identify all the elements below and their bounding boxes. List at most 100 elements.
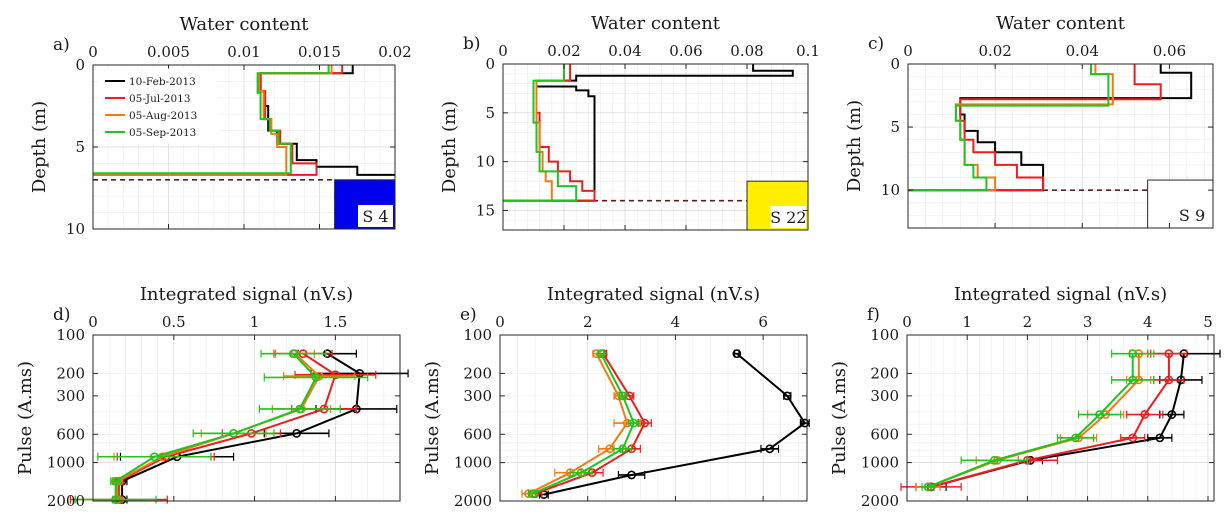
data-point	[292, 428, 301, 438]
data-point	[528, 489, 538, 499]
x-tick-label: 6	[758, 313, 768, 331]
y-tick-label: 200	[463, 364, 492, 382]
series-line	[543, 352, 807, 496]
x-tick-label: 0	[88, 313, 98, 331]
data-point	[765, 444, 775, 454]
series-line	[532, 353, 635, 495]
series-line	[908, 64, 1162, 192]
site-label-bg	[1173, 204, 1211, 226]
y-tick-label: 600	[463, 425, 492, 443]
data-point	[605, 444, 615, 454]
x-tick-label: 0	[498, 42, 508, 60]
series-line	[927, 353, 1134, 488]
panel-label: f)	[867, 305, 880, 325]
x-tick-label: 0.1	[796, 42, 820, 60]
y-tick-label: 1000	[454, 454, 492, 472]
panel-d: 0 0.5 1 1.5 100 200 300 600 1000 2000 Integrated s…	[15, 284, 409, 510]
y-tick-label: 100	[870, 326, 899, 344]
grid	[502, 63, 809, 231]
y-tick-label: 5	[890, 118, 900, 136]
y-tick-label: 300	[870, 387, 899, 405]
y-tick-label: 1000	[47, 454, 85, 472]
data-point	[1128, 375, 1138, 385]
grid	[907, 63, 1213, 229]
x-axis-title: Integrated signal (nV.s)	[954, 284, 1167, 305]
plot-area	[93, 335, 400, 501]
x-tick-label: 0.02	[378, 43, 411, 61]
x-tick-label: 1	[250, 313, 260, 331]
panel-label: b)	[463, 34, 481, 54]
data-point	[923, 482, 933, 492]
y-tick-label: 100	[463, 326, 492, 344]
data-point	[732, 349, 742, 359]
legend-label: 05-Sep-2013	[129, 127, 196, 139]
panel-c: S 9 0 0.02 0.04 0.06 0 5 10 Water content Depth (…	[844, 13, 1214, 229]
data-point	[1128, 433, 1138, 443]
y-tick-label: 300	[56, 387, 85, 405]
x-tick-label: 4	[671, 313, 681, 331]
data-point	[1167, 410, 1177, 419]
x-tick-label: 0.005	[147, 43, 190, 61]
y-tick-label: 5	[485, 104, 495, 122]
data-point	[627, 470, 636, 480]
site-label: S 22	[770, 208, 806, 227]
plot-area	[500, 335, 807, 501]
panel-a: S 4 0 0.005 0.01 0.015 0.02 0 5 10 Water content D…	[29, 14, 412, 238]
x-tick-label: 0	[903, 42, 913, 60]
y-tick-label: 2000	[861, 492, 899, 510]
data-point	[618, 391, 628, 401]
data-point	[149, 452, 159, 462]
panel-e: 0 2 4 6 100 200 300 600 1000 2000 Integrated signa…	[422, 284, 810, 510]
y-tick-label: 2000	[47, 492, 85, 510]
data-point	[989, 455, 999, 465]
site-label-bg	[357, 205, 393, 227]
x-axis-title: Integrated signal (nV.s)	[140, 284, 353, 305]
data-point	[1140, 410, 1150, 419]
y-tick-label: 15	[476, 201, 495, 219]
x-tick-label: 3	[1083, 313, 1093, 331]
y-tick-label: 5	[75, 138, 85, 156]
x-tick-label: 5	[1203, 313, 1213, 331]
x-axis-title: Water content	[591, 13, 721, 34]
series-line	[908, 64, 1193, 192]
legend-label: 05-Aug-2013	[129, 110, 197, 122]
legend-label: 10-Feb-2013	[129, 76, 196, 88]
panel-label: a)	[53, 35, 70, 55]
series-group	[900, 349, 1221, 492]
x-axis-title: Water content	[179, 14, 309, 35]
data-point	[229, 428, 238, 438]
y-axis-title: Depth (m)	[844, 100, 865, 192]
x-tick-label: 0.5	[162, 313, 186, 331]
panel-f: 0 1 2 3 4 5 100 200 300 600 1000 2000 Integrated sig…	[829, 284, 1221, 510]
y-tick-label: 100	[56, 326, 85, 344]
data-point	[782, 391, 792, 401]
site-label: S 4	[362, 207, 388, 226]
data-point	[311, 373, 321, 382]
panel-label: d)	[53, 305, 71, 325]
data-point	[295, 404, 305, 414]
x-tick-label: 0.08	[730, 42, 763, 60]
x-tick-label: 0.02	[978, 42, 1011, 60]
x-tick-label: 0.06	[669, 42, 702, 60]
data-point	[288, 349, 298, 359]
x-tick-label: 2	[1023, 313, 1033, 331]
panel-label: e)	[460, 305, 477, 325]
series-line	[528, 353, 629, 495]
x-tick-label: 0.04	[1066, 42, 1099, 60]
series-group	[93, 65, 395, 176]
series-group	[908, 64, 1193, 192]
series-group	[69, 349, 409, 504]
y-tick-label: 10	[476, 153, 495, 171]
data-point	[1071, 433, 1080, 443]
site-label: S 9	[1179, 206, 1205, 225]
axes-frame	[907, 63, 1214, 229]
x-tick-label: 0	[88, 43, 98, 61]
legend-label: 05-Jul-2013	[129, 93, 191, 105]
y-tick-label: 0	[485, 55, 495, 73]
data-point	[111, 495, 121, 504]
series-line	[503, 64, 578, 202]
y-tick-label: 10	[66, 220, 85, 238]
data-point	[596, 349, 606, 359]
panel-label: c)	[868, 34, 884, 54]
data-point	[330, 370, 340, 380]
